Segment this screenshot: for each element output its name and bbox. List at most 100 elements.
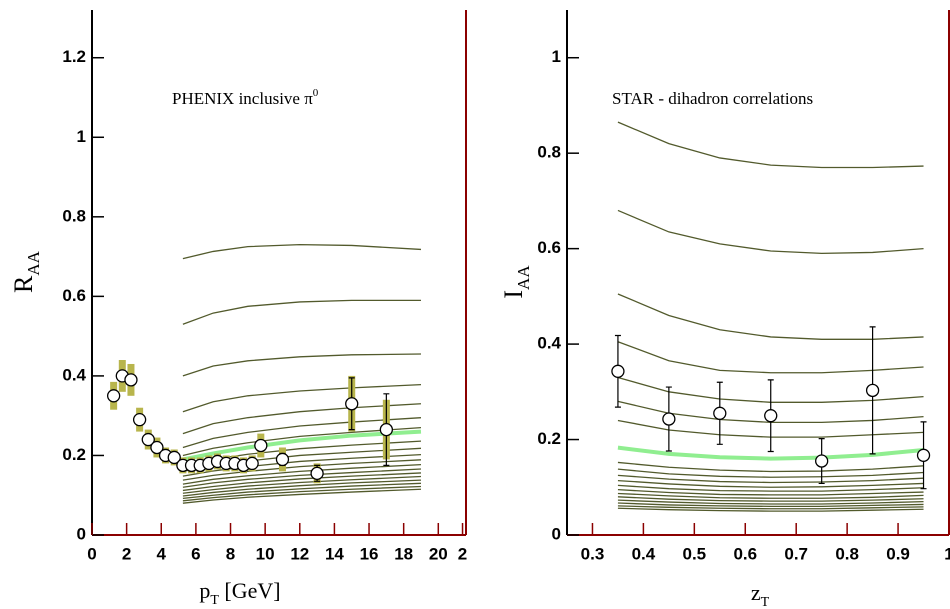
x-tick-label: 4 [157, 544, 167, 563]
data-point [865, 383, 880, 398]
x-label-text: z [751, 580, 761, 605]
y-tick-label: 0.2 [62, 445, 86, 464]
theory-curve [617, 492, 924, 499]
data-point [662, 412, 676, 426]
theory-curve [617, 502, 924, 508]
y-tick-label: 0.8 [537, 143, 561, 162]
theory-curve [617, 468, 924, 478]
theory-curve [182, 459, 422, 481]
x-axis-label: zT [751, 580, 770, 609]
theory-curve [617, 445, 924, 461]
x-tick-label: 0.6 [733, 544, 757, 563]
title-text: STAR - dihadron correlations [612, 89, 813, 108]
data-point [345, 397, 359, 411]
theory-curve [182, 353, 421, 377]
y-label-subscript: AA [514, 265, 533, 290]
theory-curve [617, 474, 924, 484]
theory-curve [182, 299, 421, 325]
theory-curve [182, 384, 422, 413]
x-axis-label: pT [GeV] [199, 578, 280, 608]
data-point [150, 440, 164, 455]
theory-curve [617, 341, 924, 374]
theory-curve [182, 426, 422, 457]
theory-curve [617, 505, 924, 510]
x-tick-label: 8 [226, 544, 235, 563]
y-label-text: I [499, 290, 528, 299]
x-tick-label: 12 [290, 544, 309, 563]
data-point [611, 364, 625, 378]
x-label-text: p [199, 578, 210, 603]
x-tick-label: 0.4 [632, 544, 656, 563]
data-point [815, 454, 829, 468]
y-tick-label: 0.4 [62, 365, 86, 384]
y-tick-label: 1 [77, 127, 86, 146]
y-tick-label: 1 [552, 47, 561, 66]
y-label-text: R [9, 275, 38, 293]
data-point [379, 422, 394, 437]
x-tick-label: 6 [191, 544, 200, 563]
x-label-unit: [GeV] [219, 578, 281, 603]
theory-curve [182, 417, 422, 449]
theory-curve [617, 507, 924, 512]
panel-title: STAR - dihadron correlations [612, 89, 813, 108]
x-tick-label: 1 [944, 544, 950, 563]
x-tick-label: 2 [458, 544, 467, 563]
y-axis-label: IAA [499, 265, 533, 299]
data-point [254, 438, 268, 453]
y-axis-label: RAA [9, 250, 43, 293]
title-superscript: 0 [313, 87, 319, 99]
x-tick-label: 16 [360, 544, 379, 563]
theory-curve [182, 475, 422, 494]
y-tick-label: 0.2 [537, 429, 561, 448]
y-tick-label: 0.6 [62, 286, 86, 305]
data-point [106, 389, 121, 403]
panel-title: PHENIX inclusive π0 [172, 87, 319, 108]
theory-curve [182, 454, 422, 477]
data-point [310, 466, 324, 481]
x-tick-label: 20 [429, 544, 448, 563]
y-label-subscript: AA [24, 250, 43, 275]
theory-curve [182, 472, 422, 492]
data-point [916, 448, 931, 462]
y-tick-label: 0 [77, 524, 86, 543]
theory-curve [182, 403, 422, 435]
y-tick-label: 1.2 [62, 47, 86, 66]
y-tick-label: 0.6 [537, 238, 561, 257]
theory-curve [182, 244, 422, 260]
theory-curve [182, 485, 422, 502]
data-point [764, 409, 778, 423]
x-tick-label: 0.9 [886, 544, 910, 563]
x-tick-label: 2 [122, 544, 131, 563]
x-tick-label: 0.7 [784, 544, 808, 563]
y-tick-label: 0.4 [537, 334, 561, 353]
theory-curve [617, 479, 924, 488]
theory-curve [617, 121, 924, 169]
x-label-subscript: T [210, 593, 219, 608]
data-point [167, 450, 181, 465]
panel: STAR - dihadron correlations zT IAA 0 0.2… [499, 10, 950, 609]
x-tick-label: 0.3 [581, 544, 605, 563]
theory-curve [617, 499, 924, 505]
x-label-subscript: T [761, 595, 770, 609]
x-tick-label: 0.5 [683, 544, 707, 563]
data-point [124, 373, 138, 387]
theory-curve [182, 488, 422, 504]
data-point [713, 406, 727, 420]
theory-curve [617, 209, 924, 255]
data-point [141, 432, 155, 447]
theory-curve [617, 461, 924, 473]
x-tick-label: 10 [256, 544, 275, 563]
x-tick-label: 14 [325, 544, 344, 563]
theory-curve [617, 293, 924, 340]
x-tick-label: 18 [394, 544, 413, 563]
data-point [132, 413, 147, 427]
y-tick-label: 0.8 [62, 206, 86, 225]
theory-curve [182, 429, 422, 462]
data-point [245, 456, 259, 471]
panel: PHENIX inclusive π0 pT [GeV] RAA 00.20.4… [9, 10, 467, 608]
theory-curve [617, 484, 924, 492]
x-tick-label: 0.8 [835, 544, 859, 563]
title-text: PHENIX inclusive π [172, 89, 313, 108]
theory-curve [182, 482, 422, 500]
